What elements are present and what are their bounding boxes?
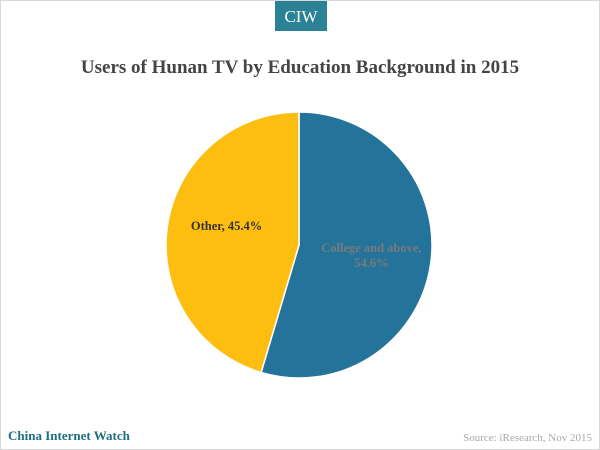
data-label: Other, 45.4% bbox=[190, 219, 263, 234]
source: Source: iResearch, Nov 2015 bbox=[463, 432, 592, 444]
pie-slice bbox=[260, 111, 433, 379]
chart-title: Users of Hunan TV by Education Backgroun… bbox=[80, 57, 520, 78]
footer: China Internet Watch bbox=[8, 428, 130, 443]
badge: CIW bbox=[275, 1, 327, 31]
pie-slice bbox=[165, 111, 300, 374]
data-label: College and above, 54.6% bbox=[321, 240, 422, 270]
